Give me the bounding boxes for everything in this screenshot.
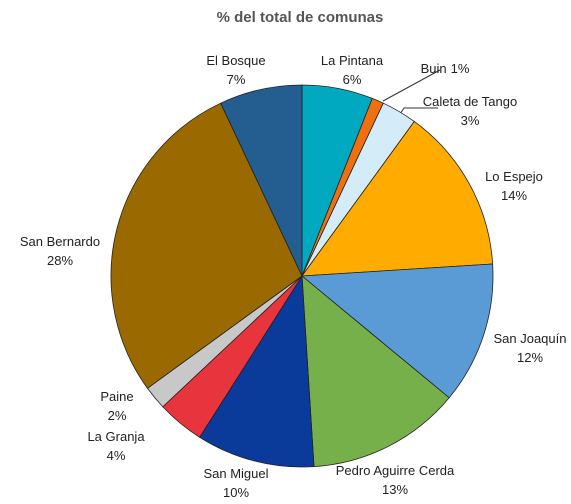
slice-label: Paine 2%: [100, 389, 133, 423]
category-name: Buin: [421, 61, 447, 76]
slice-label: Caleta de Tango 3%: [423, 94, 517, 128]
value-label: 2%: [108, 408, 127, 423]
value-label: 14%: [501, 188, 527, 203]
pie-slice: [301, 120, 494, 277]
category-name: San Joaquín: [493, 331, 566, 346]
category-name: La Granja: [87, 429, 145, 444]
chart-title: % del total de comunas: [217, 9, 384, 26]
value-label: 13%: [382, 482, 408, 497]
category-name: Pedro Aguirre Cerda: [336, 463, 455, 478]
category-name: Paine: [100, 389, 133, 404]
value-label: 12%: [517, 350, 543, 365]
slice-label: San Bernardo 28%: [20, 234, 100, 268]
value-label: 3%: [461, 113, 480, 128]
slice-label: Pedro Aguirre Cerda 13%: [336, 463, 455, 497]
pie-slice: [199, 274, 315, 468]
pie-slice: [220, 84, 303, 277]
category-name: Lo Espejo: [485, 169, 543, 184]
pie-slice: [301, 275, 450, 468]
value-label: 10%: [223, 485, 249, 500]
category-name: Caleta de Tango: [423, 94, 517, 109]
slice-label: La Granja 4%: [87, 429, 145, 463]
category-name: San Miguel: [203, 466, 268, 481]
slice-label: San Miguel 10%: [203, 466, 268, 500]
value-label: 4%: [107, 448, 126, 463]
slice-label: El Bosque 7%: [206, 53, 265, 87]
slice-label: Buin 1%: [421, 61, 470, 76]
value-label: 6%: [343, 72, 362, 87]
leader-line: [382, 69, 441, 102]
slice-label: La Pintana 6%: [321, 53, 384, 87]
slice-label: Lo Espejo 14%: [485, 169, 543, 203]
pie-slice: [110, 102, 303, 389]
pie-slice: [300, 263, 494, 399]
category-name: El Bosque: [206, 53, 265, 68]
category-name: La Pintana: [321, 53, 384, 68]
slice-label: San Joaquín 12%: [493, 331, 566, 365]
category-name: San Bernardo: [20, 234, 100, 249]
value-label: 1%: [451, 61, 470, 76]
value-label: 28%: [47, 253, 73, 268]
value-label: 7%: [227, 72, 246, 87]
